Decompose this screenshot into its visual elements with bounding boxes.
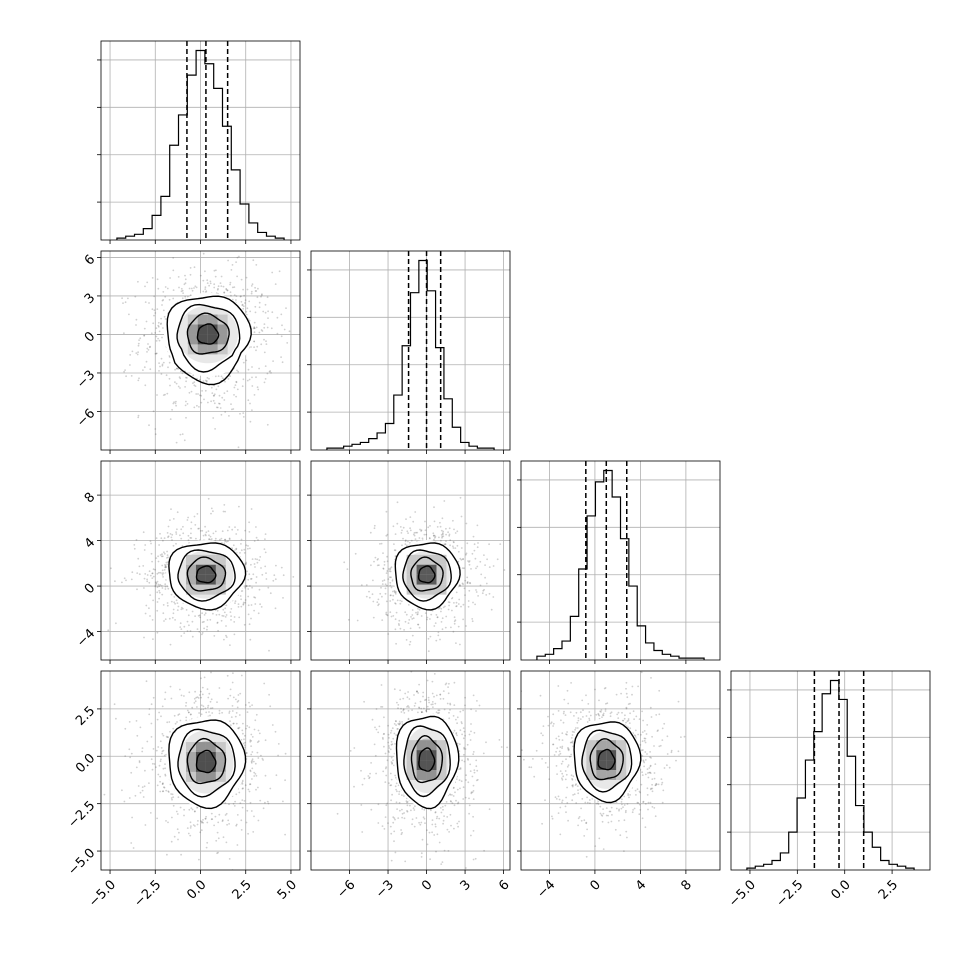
contour-4 [395, 715, 460, 810]
histogram-p3 [746, 679, 915, 870]
x-tick-label: 8 [678, 877, 694, 893]
contour-4 [394, 542, 461, 611]
scatter-points [336, 671, 508, 869]
histogram-p2 [536, 469, 705, 660]
density-cells [406, 554, 447, 595]
y-tick-label: −4 [74, 626, 98, 650]
x-tick-label: 5.0 [275, 877, 300, 902]
contour-3 [176, 303, 241, 373]
scatter-points [343, 496, 506, 653]
histogram-panel-p3 [727, 670, 931, 874]
x-tick-label: 0.0 [829, 877, 854, 902]
y-tick-label: 6 [82, 252, 98, 268]
panel-frame [310, 250, 511, 451]
y-tick-label: 0 [82, 329, 98, 345]
y-tick-label: 4 [82, 535, 98, 551]
x-tick-label: −6 [334, 877, 358, 901]
histogram-p0 [116, 49, 285, 240]
x-tick-label: −4 [534, 877, 558, 901]
scatter-panel-p0-p1 [97, 250, 301, 454]
x-tick-label: −5.0 [726, 877, 759, 910]
scatter-panel-p1-p2 [307, 460, 511, 664]
contour-4 [573, 721, 642, 804]
scatter-panel-p2-p3 [517, 670, 721, 874]
y-tick-label: 8 [82, 490, 98, 506]
y-tick-label: 0.0 [73, 751, 98, 776]
contour-3 [177, 728, 236, 798]
x-tick-label: 4 [633, 877, 649, 893]
y-tick-label: 2.5 [73, 704, 98, 729]
contour-3 [402, 549, 452, 602]
contour-2 [186, 312, 230, 355]
contour-2 [186, 556, 227, 592]
contour-2 [589, 738, 624, 781]
x-tick-label: 0.0 [184, 877, 209, 902]
x-tick-label: 6 [496, 877, 512, 893]
panel-frame [310, 460, 511, 661]
x-tick-label: 0 [419, 877, 435, 893]
y-tick-label: −5.0 [65, 846, 98, 879]
x-tick-label: −5.0 [86, 877, 119, 910]
density-cells [186, 554, 226, 595]
scatter-panel-p0-p2 [97, 460, 301, 664]
x-tick-label: 2.5 [876, 877, 901, 902]
histogram-p1 [326, 259, 495, 450]
contour-4 [166, 295, 252, 386]
histogram-panel-p2 [517, 460, 721, 664]
x-tick-label: −3 [373, 877, 397, 901]
contour-1 [597, 748, 616, 771]
contour-3 [403, 725, 451, 798]
y-tick-label: −2.5 [65, 798, 98, 831]
x-tick-label: −2.5 [773, 877, 806, 910]
histogram-panel-p0 [97, 40, 301, 244]
contour-3 [581, 729, 633, 793]
scatter-points [107, 497, 295, 652]
scatter-panel-p0-p3 [97, 670, 301, 874]
y-tick-label: −3 [74, 368, 98, 392]
density-cells [586, 740, 627, 780]
contour-2 [410, 556, 444, 592]
x-tick-label: 2.5 [230, 877, 255, 902]
contour-1 [417, 565, 436, 584]
panel-frame [310, 670, 511, 871]
panel-frame [520, 460, 721, 661]
contour-1 [196, 323, 220, 345]
scatter-points [103, 671, 287, 870]
contour-1 [195, 749, 217, 774]
contour-1 [195, 565, 217, 584]
panel-frame [520, 670, 721, 871]
x-tick-label: −2.5 [131, 877, 164, 910]
panel-frame [730, 670, 931, 871]
x-tick-label: 3 [458, 877, 474, 893]
contour-2 [186, 737, 227, 785]
y-tick-label: 0 [82, 581, 98, 597]
contour-1 [418, 747, 436, 772]
contour-2 [410, 734, 444, 784]
scatter-panel-p1-p3 [307, 670, 511, 874]
y-tick-label: −6 [74, 406, 98, 430]
density-cells [406, 740, 447, 780]
contour-4 [168, 542, 247, 611]
contour-4 [168, 719, 247, 810]
y-tick-label: 3 [82, 291, 98, 307]
histogram-panel-p1 [307, 250, 511, 454]
contour-3 [177, 549, 236, 602]
x-tick-label: 0 [588, 877, 604, 893]
